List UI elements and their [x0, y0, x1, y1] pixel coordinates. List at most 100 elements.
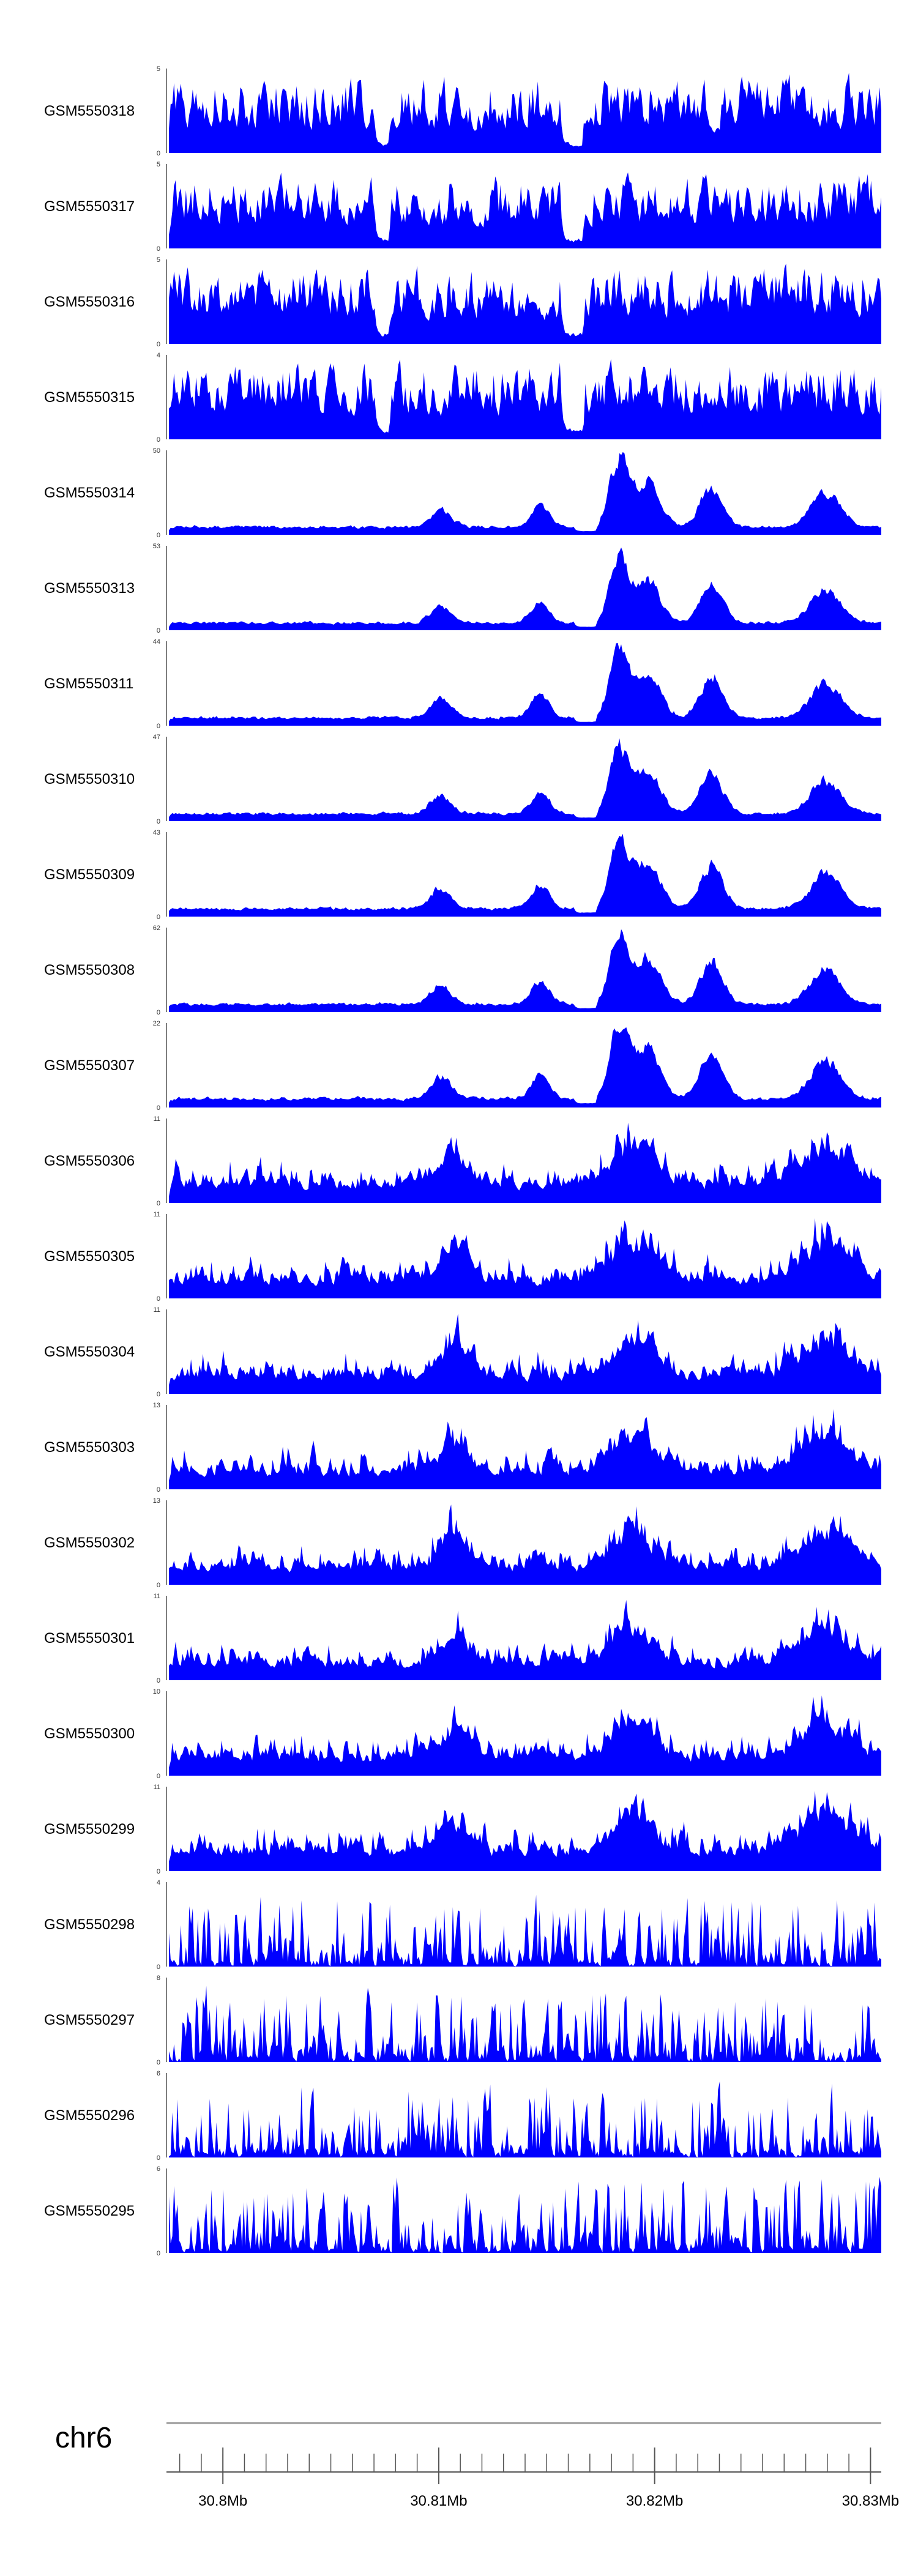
track-label: GSM5550306 [44, 1153, 135, 1169]
track-label: GSM5550310 [44, 771, 135, 787]
signal-area [169, 1599, 881, 1680]
track-GSM5550296: GSM5550296 6 0 [44, 2070, 881, 2162]
track-GSM5550298: GSM5550298 4 0 [44, 1879, 881, 1971]
y-max-label: 8 [157, 1975, 160, 1982]
y-min-label: 0 [157, 341, 160, 348]
y-min-label: 0 [157, 723, 160, 730]
signal-area [169, 1986, 881, 2062]
track-label: GSM5550309 [44, 866, 135, 883]
signal-area [169, 2081, 881, 2157]
x-tick-label: 30.81Mb [410, 2493, 467, 2509]
track-GSM5550313: GSM5550313 53 0 [44, 543, 881, 635]
track-label: GSM5550303 [44, 1439, 135, 1456]
track-label: GSM5550316 [44, 294, 135, 310]
signal-tracks: GSM555031850GSM555031750GSM555031650GSM5… [44, 65, 881, 2257]
signal-area [169, 263, 881, 344]
track-label: GSM5550302 [44, 1535, 135, 1551]
x-tick-label: 30.8Mb [198, 2493, 247, 2509]
track-GSM5550311: GSM5550311 44 0 [44, 638, 881, 730]
track-label: GSM5550317 [44, 198, 135, 215]
track-GSM5550305: GSM5550305 11 0 [44, 1211, 881, 1303]
y-min-label: 0 [157, 1964, 160, 1971]
track-label: GSM5550305 [44, 1248, 135, 1265]
track-GSM5550310: GSM5550310 47 0 [44, 734, 881, 825]
y-min-label: 0 [157, 2154, 160, 2162]
y-max-label: 5 [157, 256, 160, 264]
track-label: GSM5550318 [44, 103, 135, 119]
track-GSM5550306: GSM5550306 11 0 [44, 1115, 881, 1207]
track-label: GSM5550296 [44, 2107, 135, 2124]
y-max-label: 11 [154, 1593, 160, 1600]
y-min-label: 0 [157, 1104, 160, 1112]
signal-area [169, 833, 881, 917]
signal-area [169, 738, 881, 821]
x-axis-ticks: 30.8Mb 30.81Mb 30.82Mb 30.83Mb [166, 2448, 899, 2509]
y-min-label: 0 [157, 1391, 160, 1398]
signal-area [169, 1790, 881, 1871]
track-GSM5550317: GSM5550317 5 0 [44, 161, 881, 253]
signal-area [169, 72, 881, 154]
track-GSM5550308: GSM5550308 62 0 [44, 925, 881, 1016]
signal-area [169, 1695, 881, 1776]
signal-area [169, 1313, 881, 1394]
y-max-label: 11 [154, 1211, 160, 1218]
y-min-label: 0 [157, 1009, 160, 1016]
signal-area [169, 1409, 881, 1489]
track-label: GSM5550297 [44, 2012, 135, 2028]
track-GSM5550303: GSM5550303 13 0 [44, 1402, 881, 1494]
y-max-label: 5 [157, 65, 160, 73]
signal-area [169, 1504, 881, 1585]
y-max-label: 11 [154, 1115, 160, 1123]
signal-area [169, 1894, 881, 1967]
track-GSM5550299: GSM5550299 11 0 [44, 1784, 881, 1875]
y-max-label: 11 [154, 1306, 160, 1314]
track-GSM5550315: GSM5550315 4 0 [44, 352, 881, 444]
y-min-label: 0 [157, 1295, 160, 1303]
track-GSM5550304: GSM5550304 11 0 [44, 1306, 881, 1398]
track-label: GSM5550295 [44, 2203, 135, 2219]
y-min-label: 0 [157, 1486, 160, 1494]
track-GSM5550314: GSM5550314 50 0 [44, 447, 881, 539]
track-label: GSM5550301 [44, 1630, 135, 1647]
y-min-label: 0 [157, 150, 160, 157]
track-label: GSM5550298 [44, 1916, 135, 1933]
y-min-label: 0 [157, 1582, 160, 1589]
y-max-label: 50 [153, 447, 160, 455]
y-max-label: 10 [153, 1688, 160, 1696]
track-label: GSM5550300 [44, 1725, 135, 1742]
y-min-label: 0 [157, 2250, 160, 2257]
x-tick-label: 30.83Mb [842, 2493, 899, 2509]
y-max-label: 6 [157, 2165, 160, 2173]
y-max-label: 5 [157, 161, 160, 168]
track-label: GSM5550308 [44, 962, 135, 978]
y-max-label: 13 [153, 1402, 160, 1409]
y-max-label: 4 [157, 352, 160, 359]
track-label: GSM5550315 [44, 389, 135, 406]
y-min-label: 0 [157, 627, 160, 635]
track-label: GSM5550307 [44, 1057, 135, 1074]
track-label: GSM5550299 [44, 1821, 135, 1837]
signal-area [169, 929, 881, 1012]
y-max-label: 11 [154, 1784, 160, 1791]
track-label: GSM5550313 [44, 580, 135, 597]
y-min-label: 0 [157, 2059, 160, 2066]
y-min-label: 0 [157, 436, 160, 444]
y-min-label: 0 [157, 1677, 160, 1684]
y-min-label: 0 [157, 914, 160, 921]
track-GSM5550302: GSM5550302 13 0 [44, 1497, 881, 1589]
y-min-label: 0 [157, 532, 160, 539]
y-max-label: 6 [157, 2070, 160, 2077]
signal-area [169, 1027, 881, 1107]
y-max-label: 22 [153, 1020, 160, 1027]
track-GSM5550300: GSM5550300 10 0 [44, 1688, 881, 1780]
track-GSM5550307: GSM5550307 22 0 [44, 1020, 881, 1112]
y-max-label: 13 [153, 1497, 160, 1505]
y-min-label: 0 [157, 1868, 160, 1875]
x-tick-label: 30.82Mb [626, 2493, 683, 2509]
signal-area [169, 642, 881, 726]
signal-area [169, 172, 881, 248]
signal-area [169, 359, 881, 439]
y-max-label: 4 [157, 1879, 160, 1886]
genomic-axis: chr6 30.8Mb 30.81Mb 30.82Mb 30.83Mb [55, 2422, 899, 2509]
